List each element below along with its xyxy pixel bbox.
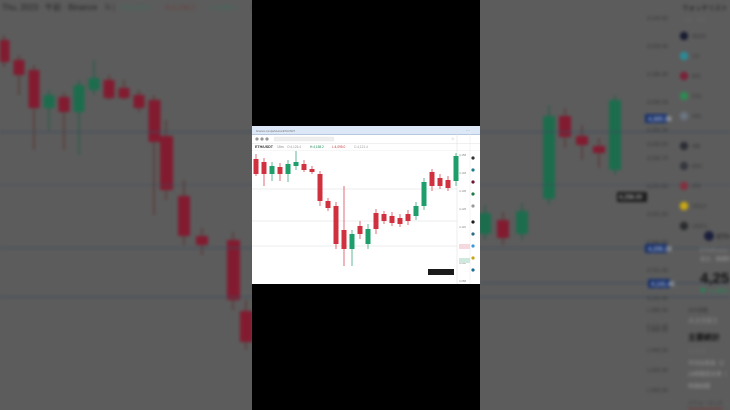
- svg-text:4,252: 4,252: [700, 270, 730, 287]
- svg-text:日中変動: 日中変動: [688, 307, 708, 314]
- svg-text:平均出来高（2: 平均出来高（2: [688, 359, 724, 367]
- svg-text:46225: 46225: [692, 34, 706, 40]
- svg-text:ETH先...: ETH先...: [717, 232, 730, 241]
- svg-text:永久 · 無期限: 永久 · 無期限: [700, 255, 730, 263]
- svg-text:SOL: SOL: [692, 114, 702, 120]
- svg-text:4,228.30: 4,228.30: [647, 44, 668, 50]
- svg-text:ウォッチリスト: ウォッチリスト: [682, 4, 728, 12]
- svg-text:L:4,095.1: L:4,095.1: [208, 5, 237, 12]
- svg-text:4,141.40: 4,141.40: [647, 296, 668, 302]
- svg-text:O:4,120.5: O:4,120.5: [120, 5, 151, 12]
- svg-text:人気 · 保有: 人気 · 保有: [682, 17, 706, 24]
- svg-text:主要統計: 主要統計: [688, 332, 720, 342]
- svg-text:4,141.40: 4,141.40: [651, 282, 675, 288]
- svg-text:4,205.19: 4,205.19: [648, 247, 672, 253]
- svg-text:時価総額: 時価総額: [688, 382, 711, 390]
- svg-text:4,201.60: 4,201.60: [647, 212, 668, 218]
- svg-text:4,300.39: 4,300.39: [648, 117, 672, 123]
- svg-text:4,256.00: 4,256.00: [619, 195, 643, 201]
- svg-text:H:4,150.2: H:4,150.2: [165, 5, 195, 12]
- svg-text:ETH/Future S: ETH/Future S: [700, 248, 730, 254]
- svg-text:988: 988: [692, 144, 701, 150]
- svg-text:4,256.00: 4,256.00: [647, 142, 668, 148]
- svg-text:未決済建玉: 未決済建玉: [688, 317, 718, 325]
- svg-text:4,231.60: 4,231.60: [647, 184, 668, 190]
- svg-text:4,143.50: 4,143.50: [647, 16, 668, 22]
- svg-text:1,900.30: 1,900.30: [647, 388, 668, 394]
- svg-text:1,920.30: 1,920.30: [647, 368, 668, 374]
- svg-text:24時間変化率（: 24時間変化率（: [688, 370, 728, 378]
- svg-text:BOC: BOC: [692, 164, 703, 170]
- svg-text:4,246.70: 4,246.70: [647, 156, 668, 162]
- svg-text:475: 475: [692, 184, 701, 190]
- svg-text:Thu, 2023 · 午前 · Binance: Thu, 2023 · 午前 · Binance: [2, 2, 98, 12]
- svg-text:N |: N |: [105, 3, 115, 12]
- svg-text:3.91: 3.91: [692, 94, 702, 100]
- svg-text:+1.85%: +1.85%: [708, 289, 729, 295]
- svg-text:GOLD: GOLD: [692, 204, 707, 210]
- svg-text:パフォーマンス: パフォーマンス: [688, 401, 723, 407]
- svg-text:1,960.30: 1,960.30: [647, 328, 668, 334]
- svg-text:5F5: 5F5: [692, 74, 701, 80]
- svg-text:2.8: 2.8: [692, 54, 699, 60]
- svg-text:4,185.30: 4,185.30: [647, 72, 668, 78]
- svg-text:1,940.30: 1,940.30: [647, 348, 668, 354]
- svg-text:4,161.40: 4,161.40: [647, 268, 668, 274]
- svg-text:USDⓈ: USDⓈ: [692, 223, 708, 230]
- svg-text:4,300.39: 4,300.39: [647, 128, 668, 134]
- svg-text:4,266.39: 4,266.39: [647, 100, 668, 106]
- svg-text:出来高: 出来高: [688, 347, 706, 355]
- svg-text:1,980.30: 1,980.30: [647, 308, 668, 314]
